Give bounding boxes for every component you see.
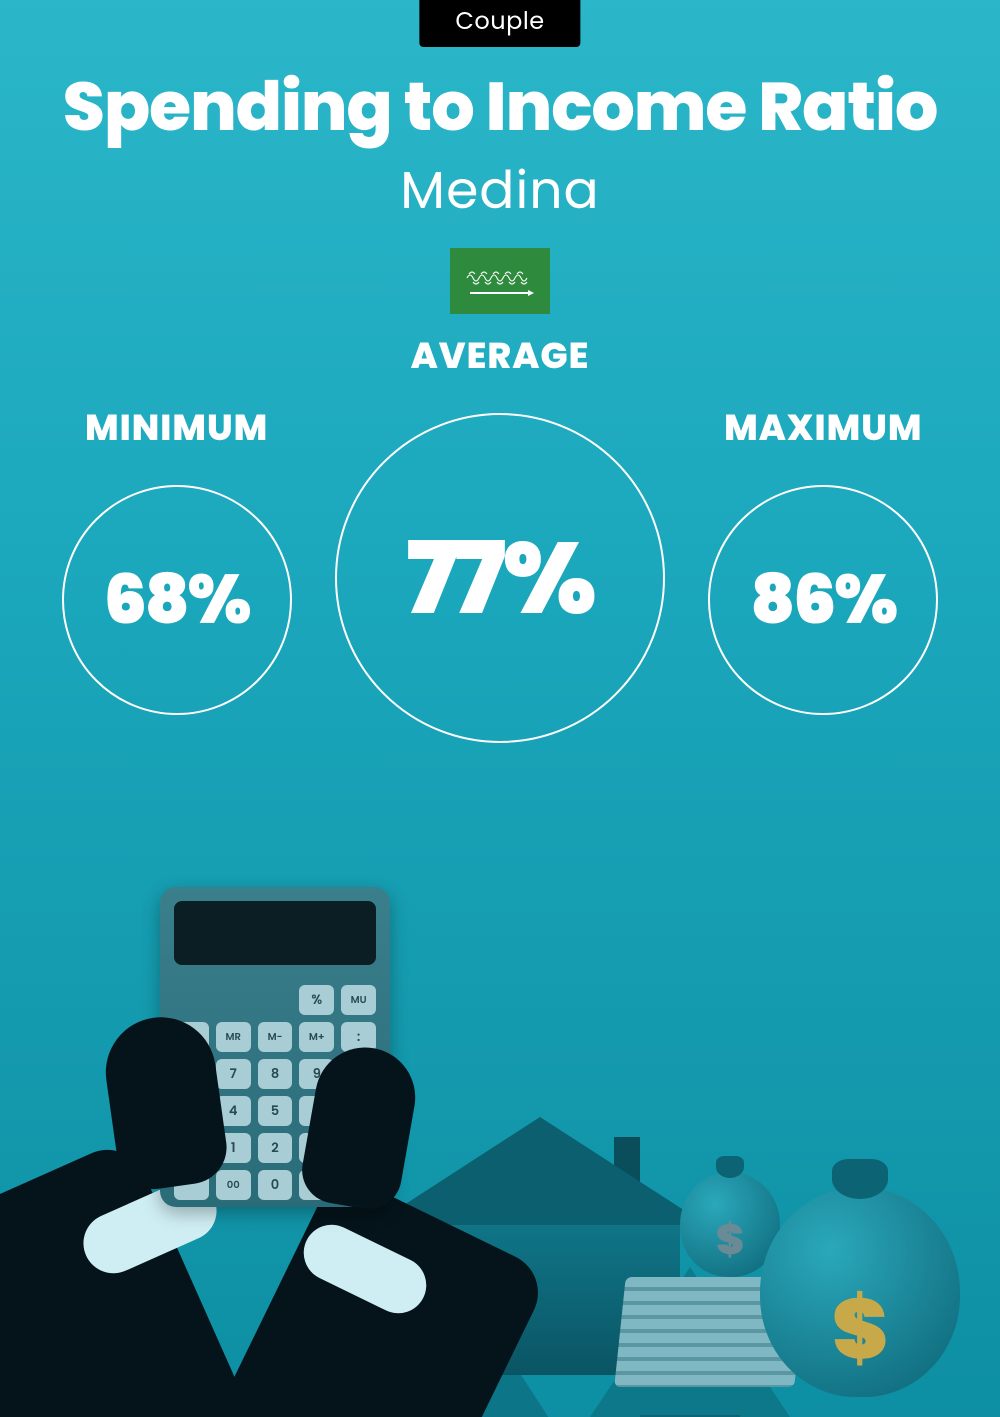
calc-key: % xyxy=(299,985,334,1015)
calc-key: 00 xyxy=(216,1170,251,1200)
stat-minimum-value: 68% xyxy=(104,549,250,651)
calc-key: M+ xyxy=(299,1022,334,1052)
calc-key: 5 xyxy=(258,1096,293,1126)
stat-minimum: MINIMUM 68% xyxy=(62,400,292,715)
calc-key: MU xyxy=(341,985,376,1015)
stat-minimum-circle: 68% xyxy=(62,485,292,715)
location-subtitle: Medina xyxy=(0,152,1000,230)
stat-maximum-label: MAXIMUM xyxy=(724,400,922,455)
stat-average-label: AVERAGE xyxy=(411,328,590,383)
page-title: Spending to Income Ratio xyxy=(0,56,1000,158)
stat-maximum-value: 86% xyxy=(751,549,897,651)
stat-average-value: 77% xyxy=(406,503,593,653)
calc-key: M- xyxy=(258,1022,293,1052)
calc-key: 2 xyxy=(258,1133,293,1163)
calc-key: 0 xyxy=(258,1170,293,1200)
stat-minimum-label: MINIMUM xyxy=(85,400,268,455)
stat-average: AVERAGE 77% xyxy=(335,328,665,743)
stat-maximum: MAXIMUM 86% xyxy=(708,400,938,715)
stats-row: MINIMUM 68% AVERAGE 77% MAXIMUM 86% xyxy=(0,400,1000,743)
calc-key: MR xyxy=(216,1022,251,1052)
money-bag-icon: $ xyxy=(760,1187,960,1397)
illustration: $ $ %MUMCMRM-M+:+/-789x▶456-C/A123+000.= xyxy=(0,857,1000,1417)
calc-key: 7 xyxy=(216,1059,251,1089)
stat-average-circle: 77% xyxy=(335,413,665,743)
calc-key: 8 xyxy=(258,1059,293,1089)
stat-maximum-circle: 86% xyxy=(708,485,938,715)
flag-icon xyxy=(450,248,550,314)
hands-calculator-icon: %MUMCMRM-M+:+/-789x▶456-C/A123+000.= xyxy=(0,897,520,1417)
category-badge: Couple xyxy=(419,0,580,47)
